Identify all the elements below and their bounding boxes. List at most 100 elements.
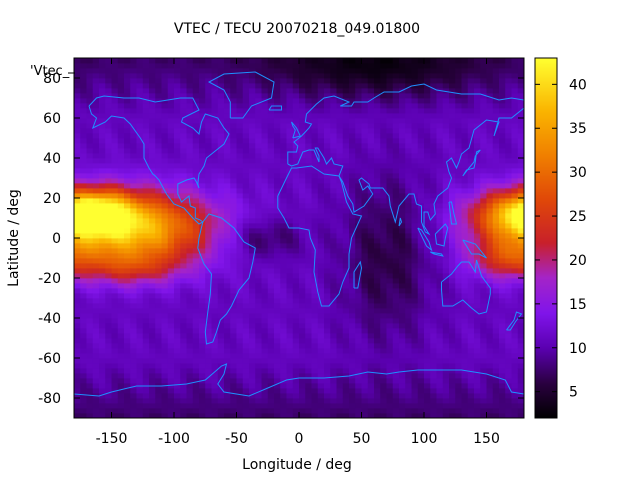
heat-cell bbox=[355, 413, 362, 419]
heat-cell bbox=[224, 103, 231, 109]
heat-cell bbox=[499, 213, 506, 219]
heat-cell bbox=[492, 293, 500, 299]
heat-cell bbox=[486, 278, 494, 284]
heat-cell bbox=[192, 408, 200, 414]
heat-cell bbox=[486, 408, 494, 414]
heat-cell bbox=[299, 388, 306, 394]
heat-cell bbox=[486, 273, 494, 279]
heat-cell bbox=[492, 348, 500, 354]
heat-cell bbox=[255, 338, 262, 344]
heat-cell bbox=[305, 383, 312, 389]
heat-cell bbox=[192, 253, 200, 259]
heat-cell bbox=[361, 358, 369, 364]
heat-cell bbox=[99, 398, 106, 404]
heat-cell bbox=[392, 178, 400, 184]
heat-cell bbox=[149, 393, 156, 399]
heat-cell bbox=[392, 263, 400, 269]
heat-cell bbox=[474, 323, 481, 329]
heat-cell bbox=[386, 83, 394, 89]
heat-cell bbox=[192, 68, 200, 74]
heat-cell bbox=[255, 248, 262, 254]
heat-cell bbox=[455, 333, 462, 339]
heat-cell bbox=[386, 78, 394, 84]
heat-cell bbox=[80, 233, 87, 239]
heat-cell bbox=[174, 273, 181, 279]
heat-cell bbox=[155, 403, 162, 409]
heat-cell bbox=[161, 328, 169, 334]
heat-cell bbox=[480, 213, 487, 219]
heat-cell bbox=[124, 238, 131, 244]
heat-cell bbox=[130, 83, 137, 89]
heat-cell bbox=[230, 128, 237, 134]
heat-cell bbox=[155, 173, 162, 179]
heat-cell bbox=[255, 98, 262, 104]
heat-cell bbox=[167, 268, 175, 274]
heat-cell bbox=[492, 113, 500, 119]
heat-cell bbox=[267, 188, 275, 194]
heat-cell bbox=[230, 198, 237, 204]
heat-cell bbox=[280, 398, 287, 404]
heat-cell bbox=[324, 393, 331, 399]
heat-cell bbox=[305, 278, 312, 284]
heat-cell bbox=[99, 368, 106, 374]
heat-cell bbox=[442, 253, 450, 259]
heat-cell bbox=[292, 188, 300, 194]
heat-cell bbox=[455, 278, 462, 284]
heat-cell bbox=[205, 348, 212, 354]
heat-cell bbox=[467, 228, 475, 234]
heat-cell bbox=[205, 73, 212, 79]
heat-cell bbox=[80, 128, 87, 134]
heat-cell bbox=[311, 313, 319, 319]
heat-cell bbox=[261, 83, 269, 89]
heat-cell bbox=[105, 288, 112, 294]
heat-cell bbox=[236, 373, 244, 379]
heat-cell bbox=[286, 178, 294, 184]
heat-cell bbox=[417, 333, 425, 339]
heat-cell bbox=[324, 238, 331, 244]
heat-cell bbox=[199, 363, 206, 369]
heat-cell bbox=[111, 368, 119, 374]
heat-cell bbox=[355, 388, 362, 394]
heat-cell bbox=[299, 143, 306, 149]
heat-cell bbox=[461, 208, 469, 214]
heat-cell bbox=[349, 213, 356, 219]
heat-cell bbox=[480, 88, 487, 94]
heat-cell bbox=[467, 193, 475, 199]
heat-cell bbox=[367, 388, 375, 394]
heat-cell bbox=[492, 248, 500, 254]
heat-cell bbox=[461, 73, 469, 79]
heat-cell bbox=[199, 353, 206, 359]
heat-cell bbox=[361, 413, 369, 419]
heat-cell bbox=[199, 208, 206, 214]
heat-cell bbox=[74, 83, 81, 89]
heat-cell bbox=[111, 178, 119, 184]
heat-cell bbox=[261, 108, 269, 114]
heat-cell bbox=[192, 78, 200, 84]
heat-cell bbox=[211, 273, 219, 279]
heat-cell bbox=[249, 128, 256, 134]
heat-cell bbox=[149, 188, 156, 194]
heat-cell bbox=[186, 163, 194, 169]
heat-cell bbox=[367, 128, 375, 134]
heat-cell bbox=[292, 168, 300, 174]
heat-cell bbox=[186, 188, 194, 194]
heat-cell bbox=[486, 158, 494, 164]
heat-cell bbox=[355, 178, 362, 184]
heat-cell bbox=[355, 253, 362, 259]
heat-cell bbox=[342, 323, 350, 329]
heat-cell bbox=[86, 293, 94, 299]
heat-cell bbox=[142, 93, 150, 99]
heat-cell bbox=[486, 183, 494, 189]
heat-cell bbox=[111, 273, 119, 279]
heat-cell bbox=[480, 68, 487, 74]
heat-cell bbox=[292, 228, 300, 234]
heat-cell bbox=[399, 133, 406, 139]
heat-cell bbox=[436, 388, 444, 394]
heat-cell bbox=[286, 323, 294, 329]
heat-cell bbox=[299, 268, 306, 274]
heat-cell bbox=[224, 143, 231, 149]
heat-cell bbox=[124, 383, 131, 389]
heat-cell bbox=[374, 113, 381, 119]
heat-cell bbox=[342, 153, 350, 159]
heat-cell bbox=[305, 393, 312, 399]
